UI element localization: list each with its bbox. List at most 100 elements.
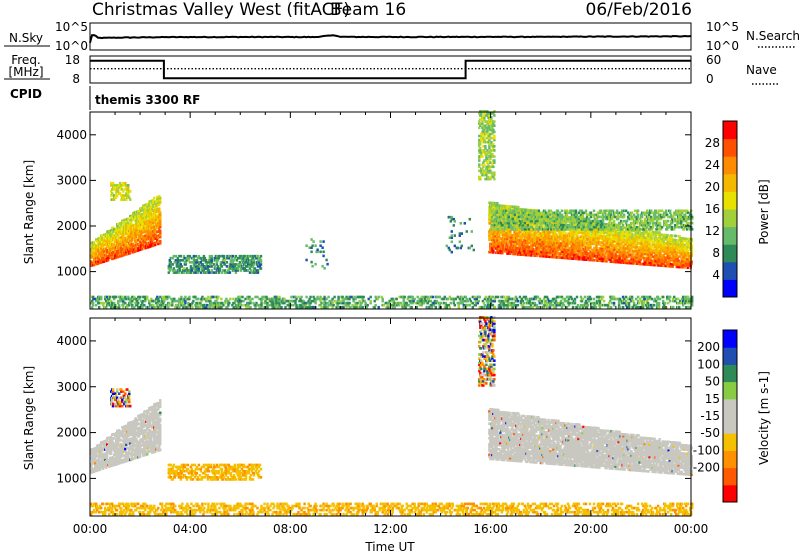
power-cells-cell [150, 234, 153, 238]
power-cells-cell [157, 242, 160, 246]
power-cells-cell [159, 225, 162, 229]
power-cells-cell [126, 240, 129, 243]
power-cells-cell [102, 254, 105, 257]
power-cells-cell [119, 181, 122, 185]
power-cells-cell [114, 184, 117, 187]
power-cells-cell [127, 233, 130, 237]
power-cells-cell [98, 243, 101, 246]
power-cells-cell [220, 265, 224, 268]
power-cells-cell [99, 241, 102, 244]
power-cells-cell [226, 271, 230, 274]
power-cells-cell [259, 254, 263, 258]
power-cells-cell [183, 256, 187, 260]
power-cells-cell [159, 231, 162, 235]
power-cells-cell [139, 230, 142, 233]
power-cells-cell [155, 200, 158, 203]
power-cells-cell [115, 233, 118, 237]
power-cells-cell [136, 228, 139, 232]
power-cells-cell [135, 245, 138, 249]
power-cells-cell [154, 243, 157, 247]
power-cells-cell [125, 198, 128, 201]
power-cells-cell [223, 263, 227, 266]
nsearch-tick-bottom: 10^0 [706, 39, 739, 53]
power-cells-cell [159, 219, 162, 222]
power-cells-cell [256, 271, 260, 274]
power-cells-cell [124, 241, 127, 244]
power-cells-cell [167, 271, 170, 274]
power-cells-cell [151, 220, 154, 223]
power-cells-cell [136, 224, 139, 228]
power-cells-cell [124, 181, 127, 185]
power-cells-cell [537, 213, 541, 217]
power-cells-cell [156, 214, 159, 217]
power-cells-cell [142, 243, 145, 246]
power-cells-cell [157, 240, 160, 244]
power-cells-cell [106, 249, 109, 252]
power-cells-cell [106, 255, 109, 258]
nsky-tick-bottom: 10^0 [55, 39, 88, 53]
power-cells-cell [236, 267, 240, 270]
power-cells-cell [198, 265, 202, 268]
power-cells-cell [222, 256, 226, 260]
power-cells-cell [158, 203, 161, 206]
power-cells-cell [155, 206, 158, 209]
power-cells-cell [90, 260, 93, 263]
power-cells-cell [113, 198, 116, 201]
power-cells-cell [205, 263, 209, 266]
power-cells-cell [148, 202, 151, 206]
power-cells-cell [114, 248, 117, 251]
power-cells-cell [150, 232, 153, 236]
power-cells-cell [175, 271, 178, 274]
power-cells-cell [244, 256, 248, 260]
power-cells-cell [208, 261, 212, 264]
cpid-panel: CPID themis 3300 RF [10, 86, 200, 110]
power-cells-cell [113, 186, 116, 189]
power-cells-cell [108, 238, 111, 241]
power-cells-cell [216, 265, 220, 268]
power-cells-cell [117, 255, 120, 259]
power-cells-cell [212, 263, 216, 266]
power-cells-cell [122, 231, 125, 235]
power-cells-cell [515, 228, 519, 231]
power-cells-cell [219, 261, 223, 264]
power-cells-cell [138, 234, 141, 237]
power-cells-cell [172, 267, 175, 270]
power-cells-cell [208, 254, 212, 258]
power-cells-cell [102, 252, 105, 255]
power-cells-cell [537, 209, 541, 213]
power-cells-cell [197, 267, 201, 270]
power-cells-cell [238, 256, 242, 260]
power-cells-cell [139, 217, 142, 221]
nave-tick-bottom: 0 [706, 72, 714, 86]
power-cells-cell [172, 254, 175, 258]
power-cells-cell [674, 234, 677, 238]
cpid-label: CPID [10, 87, 42, 101]
power-cells-cell [159, 213, 162, 216]
date-title: 06/Feb/2016 [586, 0, 692, 20]
power-cells-cell [231, 263, 235, 266]
power-cells-cell [111, 188, 114, 191]
power-cells-cell [115, 237, 118, 241]
power-cells-cell [121, 188, 124, 191]
power-cells-cell [176, 256, 179, 260]
power-cells-cell [117, 224, 120, 228]
power-cells-cell [120, 223, 123, 227]
power-cells-cell [124, 247, 127, 250]
power-cells-cell [194, 263, 198, 266]
power-cells-cell [158, 207, 161, 210]
power-cells-cell [135, 241, 138, 245]
power-cells-cell [117, 235, 120, 238]
power-cells-cell [119, 228, 122, 231]
power-cells-cell [131, 224, 134, 227]
power-cells-cell [217, 256, 221, 260]
nave-tick-top: 60 [706, 53, 721, 67]
power-cells-cell [159, 215, 162, 218]
power-cells-cell [122, 181, 125, 185]
power-cells-cell [127, 223, 130, 227]
power-cells-cell [145, 207, 148, 211]
power-cells-cell [168, 263, 171, 266]
power-cells-cell [142, 204, 145, 207]
power-cells-cell [216, 267, 220, 270]
power-cells-cell [248, 263, 252, 266]
freq-tick-top: 18 [65, 53, 80, 67]
